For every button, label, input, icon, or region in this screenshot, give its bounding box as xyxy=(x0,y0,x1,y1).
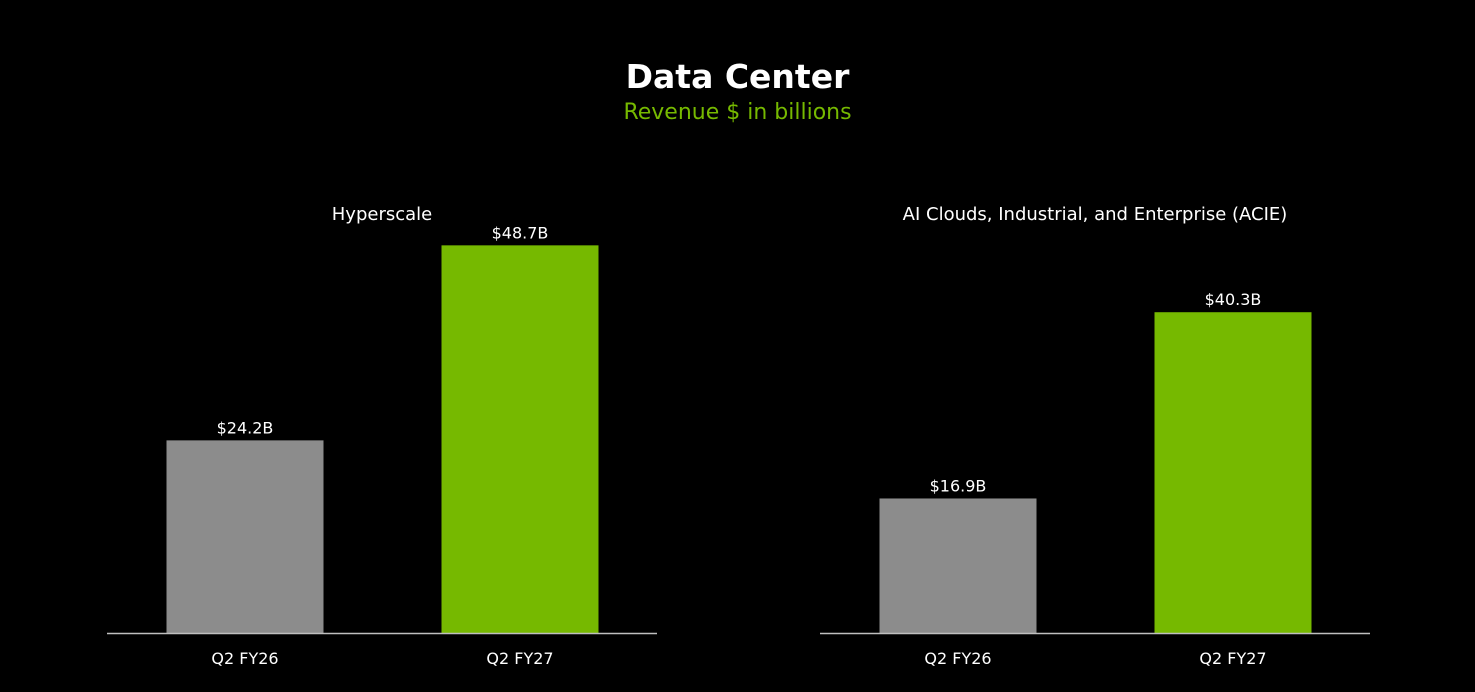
data-label: $48.7B xyxy=(492,223,549,242)
bar-q2-fy27 xyxy=(441,245,599,633)
page-subtitle: Revenue $ in billions xyxy=(623,100,852,125)
chart-panel-2: AI Clouds, Industrial, and Enterprise (A… xyxy=(820,204,1370,668)
x-tick-label: Q2 FY26 xyxy=(924,649,991,668)
bar-q2-fy26 xyxy=(879,498,1037,633)
page-title: Data Center xyxy=(625,57,850,96)
data-label: $40.3B xyxy=(1205,290,1262,309)
chart-title: AI Clouds, Industrial, and Enterprise (A… xyxy=(903,204,1288,225)
chart-title: Hyperscale xyxy=(332,204,432,225)
data-label: $16.9B xyxy=(930,476,987,495)
x-tick-label: Q2 FY27 xyxy=(1199,649,1266,668)
bar-q2-fy27 xyxy=(1154,312,1312,633)
chart-panel-1: Hyperscale $24.2B Q2 FY26 $48.7B Q2 FY27 xyxy=(107,204,657,668)
bar-q2-fy26 xyxy=(166,440,324,633)
x-tick-label: Q2 FY27 xyxy=(486,649,553,668)
x-tick-label: Q2 FY26 xyxy=(211,649,278,668)
data-label: $24.2B xyxy=(217,418,274,437)
